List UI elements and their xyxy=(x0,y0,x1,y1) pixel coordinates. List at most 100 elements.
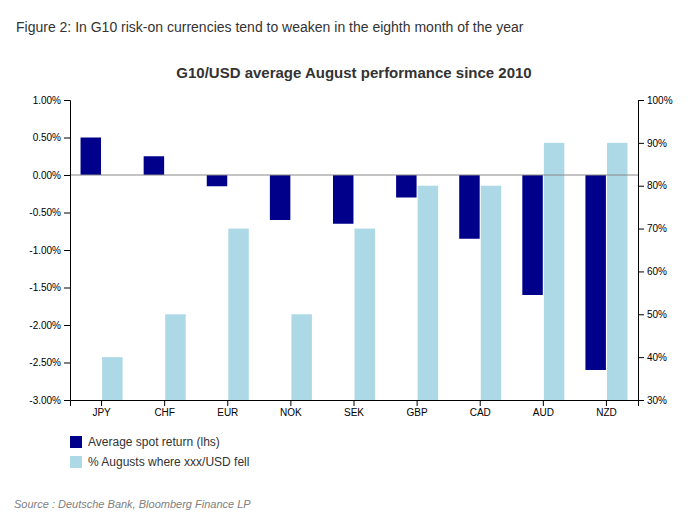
bar xyxy=(544,143,564,400)
plot: -3.00%-2.50%-2.00%-1.50%-1.00%-0.50%0.00… xyxy=(29,95,672,418)
tick-mark xyxy=(64,138,70,139)
tick-label: GBP xyxy=(407,407,428,418)
bar xyxy=(144,156,164,175)
tick-label: 1.00% xyxy=(33,95,61,106)
tick-mark xyxy=(638,229,644,230)
tick-mark xyxy=(638,271,644,272)
subtitle: Figure 2: In G10 risk-on currencies tend… xyxy=(16,19,524,35)
tick: 0.50% xyxy=(33,132,70,143)
tick: NOK xyxy=(280,400,302,418)
legend-label: Average spot return (lhs) xyxy=(88,435,220,449)
tick-label: 50% xyxy=(647,309,667,320)
tick-label: 80% xyxy=(647,180,667,191)
series xyxy=(102,143,627,400)
tick: 100% xyxy=(638,95,673,106)
axis-line xyxy=(64,101,71,401)
tick-mark xyxy=(64,288,70,289)
tick-mark xyxy=(64,100,70,101)
bar xyxy=(165,314,185,400)
tick-mark xyxy=(64,363,70,364)
bar xyxy=(228,229,248,400)
x-axis: JPY CHF EUR NOK SEK GBP CAD AUD NZD xyxy=(71,400,639,418)
bar xyxy=(207,175,227,186)
tick: -2.00% xyxy=(29,320,70,331)
tick: 0.00% xyxy=(33,170,70,181)
tick-label: 100% xyxy=(647,95,673,106)
tick-mark xyxy=(64,175,70,176)
tick: -0.50% xyxy=(29,207,70,218)
tick: GBP xyxy=(407,400,428,418)
tick-mark xyxy=(638,186,644,187)
tick-mark xyxy=(638,143,644,144)
tick-label: 0.50% xyxy=(33,132,61,143)
bar xyxy=(81,138,101,176)
tick: 80% xyxy=(638,180,667,191)
tick-mark xyxy=(638,314,644,315)
tick-mark xyxy=(638,100,644,101)
tick: 40% xyxy=(638,352,667,363)
bar xyxy=(418,186,438,400)
bar xyxy=(291,314,311,400)
tick-label: -3.00% xyxy=(29,395,61,406)
tick: 70% xyxy=(638,223,667,234)
legend: Average spot return (lhs) % Augusts where… xyxy=(70,435,249,469)
tick-mark xyxy=(638,357,644,358)
tick-label: JPY xyxy=(92,407,111,418)
legend-swatch xyxy=(70,436,82,448)
tick-mark xyxy=(543,400,544,406)
tick-mark xyxy=(101,400,102,406)
tick: NZD xyxy=(596,400,617,418)
tick-mark xyxy=(417,400,418,406)
tick-label: -2.50% xyxy=(29,357,61,368)
bar xyxy=(459,175,479,239)
tick-mark xyxy=(480,400,481,406)
zero-line xyxy=(70,175,638,176)
tick-mark xyxy=(606,400,607,406)
tick-label: 60% xyxy=(647,266,667,277)
legend-swatch xyxy=(70,456,82,468)
y2-axis: 30% 40% 50% 60% 70% 80% 90% 100% xyxy=(638,95,673,406)
tick-label: NZD xyxy=(596,407,617,418)
tick: -1.00% xyxy=(29,245,70,256)
tick: CHF xyxy=(154,400,175,418)
tick-label: EUR xyxy=(217,407,238,418)
tick-mark xyxy=(64,213,70,214)
tick: 50% xyxy=(638,309,667,320)
tick: AUD xyxy=(533,400,554,418)
tick-mark xyxy=(64,250,70,251)
tick: -3.00% xyxy=(29,395,70,406)
tick-label: SEK xyxy=(344,407,364,418)
marks xyxy=(70,138,638,401)
tick: SEK xyxy=(344,400,364,418)
tick: CAD xyxy=(470,400,491,418)
tick: 90% xyxy=(638,138,667,149)
bar xyxy=(585,175,605,370)
tick-label: AUD xyxy=(533,407,554,418)
annotation: Source : Deutsche Bank, Bloomberg Financ… xyxy=(14,498,251,510)
series xyxy=(81,138,606,371)
bar xyxy=(396,175,416,198)
tick: 60% xyxy=(638,266,667,277)
tick-label: 0.00% xyxy=(33,170,61,181)
tick-mark xyxy=(64,400,70,401)
title: G10/USD average August performance since… xyxy=(176,64,531,81)
tick: 1.00% xyxy=(33,95,70,106)
tick-mark xyxy=(227,400,228,406)
tick-label: 30% xyxy=(647,395,667,406)
tick-label: CHF xyxy=(154,407,175,418)
bar xyxy=(522,175,542,295)
chart: Figure 2: In G10 risk-on currencies tend… xyxy=(0,0,700,520)
tick-mark xyxy=(64,325,70,326)
y-axis: -3.00%-2.50%-2.00%-1.50%-1.00%-0.50%0.00… xyxy=(29,95,70,406)
axis-line xyxy=(71,401,639,407)
tick: -2.50% xyxy=(29,357,70,368)
tick-mark xyxy=(290,400,291,406)
legend-item: Average spot return (lhs) xyxy=(70,435,220,449)
bar xyxy=(355,229,375,400)
tick-label: -0.50% xyxy=(29,207,61,218)
tick: JPY xyxy=(92,400,111,418)
axis-line xyxy=(639,101,645,401)
bar xyxy=(607,143,627,400)
legend-item: % Augusts where xxx/USD fell xyxy=(70,455,249,469)
tick: 30% xyxy=(638,395,667,406)
